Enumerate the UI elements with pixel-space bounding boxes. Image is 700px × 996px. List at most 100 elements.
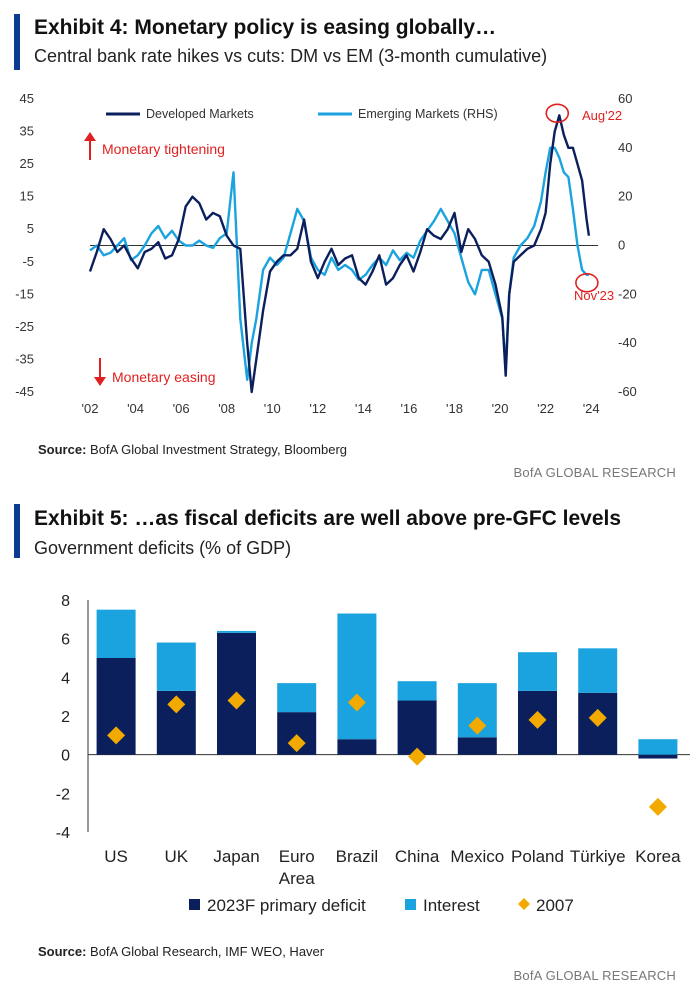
category-label-poland: Poland [511, 847, 564, 866]
bar-interest-euro-area [277, 683, 317, 713]
x-tick-label: '24 [583, 401, 600, 416]
bar-interest-türkiye [578, 648, 618, 693]
series-line-emerging-markets [89, 146, 589, 381]
bar-interest-china [397, 681, 437, 701]
y-tick-label: 4 [61, 670, 70, 687]
marker-2007-china [408, 747, 427, 766]
annotation-tightening: Monetary tightening [102, 141, 225, 157]
marker-2007-korea [648, 797, 667, 816]
exhibit-5-brand: BofA GLOBAL RESEARCH [513, 968, 676, 983]
x-tick-label: '08 [218, 401, 235, 416]
category-label-türkiye: Türkiye [570, 847, 626, 866]
exhibit-5-source-label: Source: [38, 944, 87, 959]
exhibit-5-source: Source: BofA Global Research, IMF WEO, H… [38, 944, 324, 959]
y-right-tick-label: -60 [618, 384, 637, 399]
bar-primary-brazil [337, 739, 377, 755]
y-tick-label: -4 [56, 825, 70, 842]
category-label-euro-area: Euro [279, 847, 315, 866]
marker-2007-brazil [347, 693, 366, 712]
exhibit-5-source-text: BofA Global Research, IMF WEO, Haver [90, 944, 325, 959]
bar-interest-uk [156, 642, 196, 691]
legend-2007-label: 2007 [536, 896, 574, 915]
exhibit-5-accent-bar [14, 504, 20, 558]
legend-developed-markets-label: Developed Markets [146, 107, 254, 121]
exhibit-4-source-text: BofA Global Investment Strategy, Bloombe… [90, 442, 348, 457]
exhibit-4-subtitle: Central bank rate hikes vs cuts: DM vs E… [34, 46, 548, 66]
x-tick-label: '16 [400, 401, 417, 416]
bar-interest-poland [518, 652, 557, 691]
category-label-mexico: Mexico [450, 847, 504, 866]
legend-emerging-markets-label: Emerging Markets (RHS) [358, 107, 498, 121]
exhibit-4-chart: 45 35 25 15 5 -5 -15 -25 -35 -45 60 40 20 0 -20 -40 -60 '… [15, 91, 637, 416]
x-tick-label: '06 [173, 401, 190, 416]
y-left-tick-label: 35 [20, 124, 34, 139]
legend-interest-label: Interest [423, 896, 480, 915]
x-tick-label: '02 [82, 401, 99, 416]
y-left-tick-label: -35 [15, 351, 34, 366]
exhibit-5: Exhibit 5: …as fiscal deficits are well … [0, 498, 700, 996]
bar-primary-korea [638, 754, 678, 759]
y-left-tick-label: -15 [15, 286, 34, 301]
exhibit-4-source: Source: BofA Global Investment Strategy,… [38, 442, 347, 457]
y-left-tick-label: -45 [15, 384, 34, 399]
arrow-down-icon [94, 377, 106, 386]
legend-primary-deficit-swatch [189, 899, 200, 910]
annotation-peak-label: Aug'22 [582, 108, 622, 123]
marker-2007-poland [528, 710, 547, 729]
x-tick-label: '22 [537, 401, 554, 416]
marker-2007-us [107, 726, 126, 745]
exhibit-4-source-label: Source: [38, 442, 87, 457]
y-tick-label: 0 [61, 748, 70, 765]
marker-2007-mexico [468, 716, 487, 735]
x-tick-label: '20 [492, 401, 509, 416]
bar-primary-china [397, 700, 437, 755]
category-label-brazil: Brazil [336, 847, 379, 866]
exhibit-4-title: Exhibit 4: Monetary policy is easing glo… [34, 16, 497, 39]
exhibit-5-subtitle: Government deficits (% of GDP) [34, 538, 292, 558]
y-tick-label: 8 [61, 593, 70, 610]
marker-2007-euro-area [287, 734, 306, 753]
category-label-korea: Korea [635, 847, 681, 866]
y-left-tick-label: 15 [20, 189, 34, 204]
exhibit-5-chart: 8 6 4 2 0 -2 -4 US UK Japan Euro Area Brazil China Mex… [56, 593, 690, 915]
y-right-tick-label: 60 [618, 91, 632, 106]
category-label-japan: Japan [213, 847, 259, 866]
y-tick-label: 6 [61, 632, 70, 649]
annotation-peak-circle [545, 103, 570, 124]
marker-2007-japan [227, 691, 246, 710]
x-tick-label: '10 [264, 401, 281, 416]
x-tick-label: '12 [309, 401, 326, 416]
marker-2007-uk [167, 695, 186, 714]
y-right-tick-label: 20 [618, 189, 632, 204]
category-label-uk: UK [164, 847, 188, 866]
y-left-tick-label: 5 [27, 221, 34, 236]
y-left-tick-label: -5 [22, 254, 34, 269]
exhibit-4-brand: BofA GLOBAL RESEARCH [513, 465, 676, 480]
bar-interest-japan [217, 630, 256, 633]
y-tick-label: 2 [61, 709, 70, 726]
annotation-easing: Monetary easing [112, 369, 216, 385]
bar-interest-korea [638, 739, 678, 755]
y-right-tick-label: 0 [618, 238, 625, 253]
exhibit-5-title: Exhibit 5: …as fiscal deficits are well … [34, 507, 622, 530]
arrow-up-icon [84, 132, 96, 141]
exhibit-4-accent-bar [14, 14, 20, 70]
legend-2007-swatch [518, 898, 530, 910]
legend-primary-deficit-label: 2023F primary deficit [207, 896, 366, 915]
y-tick-label: -2 [56, 786, 70, 803]
exhibit-4: Exhibit 4: Monetary policy is easing glo… [0, 0, 700, 490]
y-right-tick-label: -40 [618, 335, 637, 350]
x-tick-label: '04 [127, 401, 144, 416]
y-right-tick-label: -20 [618, 286, 637, 301]
bar-primary-mexico [457, 737, 497, 755]
marker-2007-türkiye [588, 708, 607, 727]
legend-interest-swatch [405, 899, 416, 910]
y-left-tick-label: -25 [15, 319, 34, 334]
series-line-developed-markets [88, 114, 591, 394]
y-left-tick-label: 45 [20, 91, 34, 106]
bar-interest-brazil [337, 613, 377, 740]
annotation-latest-label: Nov'23 [574, 288, 614, 303]
x-tick-label: '14 [355, 401, 372, 416]
y-right-tick-label: 40 [618, 140, 632, 155]
y-left-tick-label: 25 [20, 156, 34, 171]
